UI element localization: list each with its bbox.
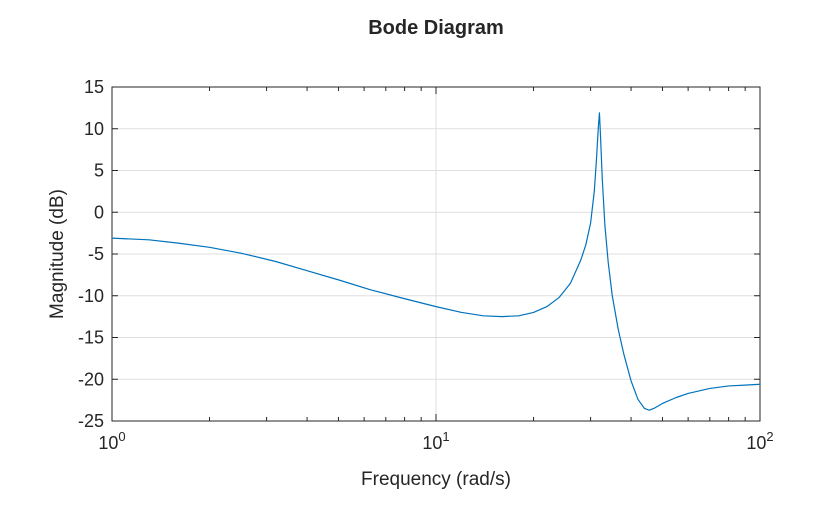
x-tick-label: 100 [98, 429, 125, 453]
y-tick-label: -10 [78, 286, 104, 306]
grid-layer [112, 87, 760, 421]
y-tick-label: 10 [84, 119, 104, 139]
series-layer [111, 112, 761, 411]
chart-title: Bode Diagram [368, 17, 504, 39]
y-tick-label: -20 [78, 369, 104, 389]
y-tick-label: 0 [94, 202, 104, 222]
magnitude-line [111, 112, 761, 411]
y-tick-label: -5 [88, 244, 104, 264]
x-tick-label: 101 [422, 429, 449, 453]
tick-layer [111, 86, 761, 422]
x-axis-label: Frequency (rad/s) [361, 469, 511, 490]
y-axis-label: Magnitude (dB) [47, 189, 68, 319]
y-tick-label: 15 [84, 77, 104, 97]
y-tick-label: -25 [78, 411, 104, 431]
x-tick-label: 102 [746, 429, 773, 453]
y-tick-label: -15 [78, 328, 104, 348]
y-tick-label: 5 [94, 161, 104, 181]
